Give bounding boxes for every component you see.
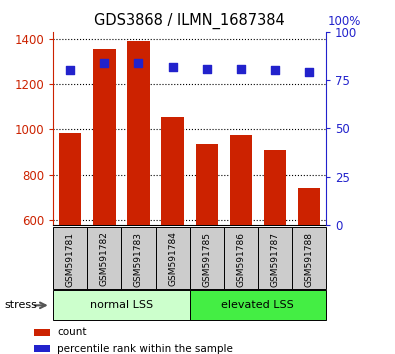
Point	[67, 68, 73, 73]
Point	[169, 64, 176, 69]
Bar	[122, 227, 156, 289]
Bar	[264, 150, 286, 225]
Point	[135, 60, 142, 65]
Bar	[224, 227, 258, 289]
Text: 100%: 100%	[328, 15, 361, 28]
Point	[237, 66, 244, 72]
Text: GSM591784: GSM591784	[168, 232, 177, 286]
Bar	[162, 117, 184, 225]
Text: count: count	[57, 327, 87, 337]
Text: elevated LSS: elevated LSS	[221, 300, 294, 310]
Bar	[190, 290, 326, 320]
Point	[101, 60, 107, 65]
Text: stress: stress	[4, 300, 37, 310]
Point	[203, 66, 210, 72]
Bar	[128, 41, 150, 225]
Bar	[34, 345, 50, 352]
Bar	[292, 227, 326, 289]
Bar	[53, 227, 87, 289]
Text: normal LSS: normal LSS	[90, 300, 153, 310]
Bar	[34, 329, 50, 336]
Bar	[93, 49, 115, 225]
Text: GSM591781: GSM591781	[66, 232, 75, 286]
Text: GSM591786: GSM591786	[236, 232, 245, 286]
Bar	[59, 133, 81, 225]
Bar	[53, 290, 190, 320]
Bar	[190, 227, 224, 289]
Bar	[258, 227, 292, 289]
Text: GSM591782: GSM591782	[100, 232, 109, 286]
Bar	[87, 227, 122, 289]
Text: GSM591783: GSM591783	[134, 232, 143, 286]
Bar	[229, 135, 252, 225]
Bar	[298, 188, 320, 225]
Text: GSM591788: GSM591788	[304, 232, 313, 286]
Bar	[156, 227, 190, 289]
Point	[272, 68, 278, 73]
Point	[306, 69, 312, 75]
Text: percentile rank within the sample: percentile rank within the sample	[57, 344, 233, 354]
Bar	[196, 144, 218, 225]
Text: GSM591787: GSM591787	[270, 232, 279, 286]
Title: GDS3868 / ILMN_1687384: GDS3868 / ILMN_1687384	[94, 13, 285, 29]
Text: GSM591785: GSM591785	[202, 232, 211, 286]
